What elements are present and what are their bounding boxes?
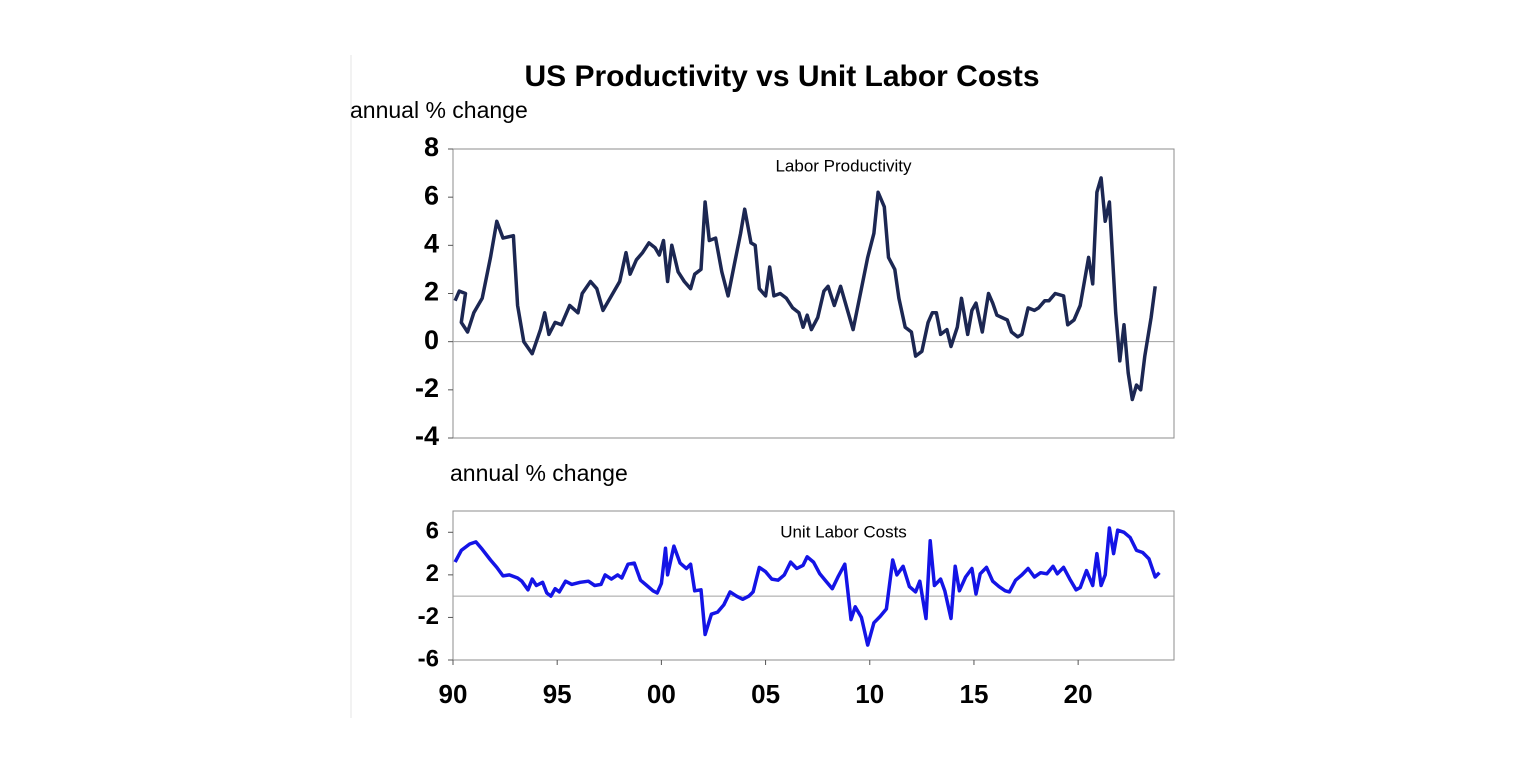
y-tick-label: 6: [424, 180, 439, 210]
series-annotation: Unit Labor Costs: [780, 522, 907, 541]
y-tick-label: 2: [424, 277, 439, 307]
series-line: [453, 176, 1157, 402]
y-tick-label: 6: [426, 518, 439, 545]
x-tick-label: 90: [439, 679, 468, 709]
series-line: [453, 526, 1161, 647]
chart-title: US Productivity vs Unit Labor Costs: [524, 60, 1039, 93]
x-tick-label: 95: [543, 679, 572, 709]
x-tick-label: 05: [751, 679, 780, 709]
y-tick-label: -6: [418, 645, 439, 672]
y-tick-label: -4: [415, 421, 439, 451]
x-tick-label: 15: [959, 679, 988, 709]
y-axis-label: annual % change: [350, 97, 528, 123]
y-tick-label: 0: [424, 325, 439, 355]
y-tick-label: 4: [424, 228, 439, 258]
y-axis-label: annual % change: [450, 460, 628, 486]
x-tick-label: 20: [1064, 679, 1093, 709]
x-tick-label: 10: [855, 679, 884, 709]
plot-frame: [452, 148, 1175, 439]
series-annotation: Labor Productivity: [775, 156, 912, 175]
y-tick-label: 8: [424, 132, 439, 162]
y-tick-label: -2: [418, 603, 439, 630]
y-tick-label: 2: [426, 560, 439, 587]
plot-frame: [452, 510, 1175, 661]
y-tick-label: -2: [415, 373, 439, 403]
x-tick-label: 00: [647, 679, 676, 709]
